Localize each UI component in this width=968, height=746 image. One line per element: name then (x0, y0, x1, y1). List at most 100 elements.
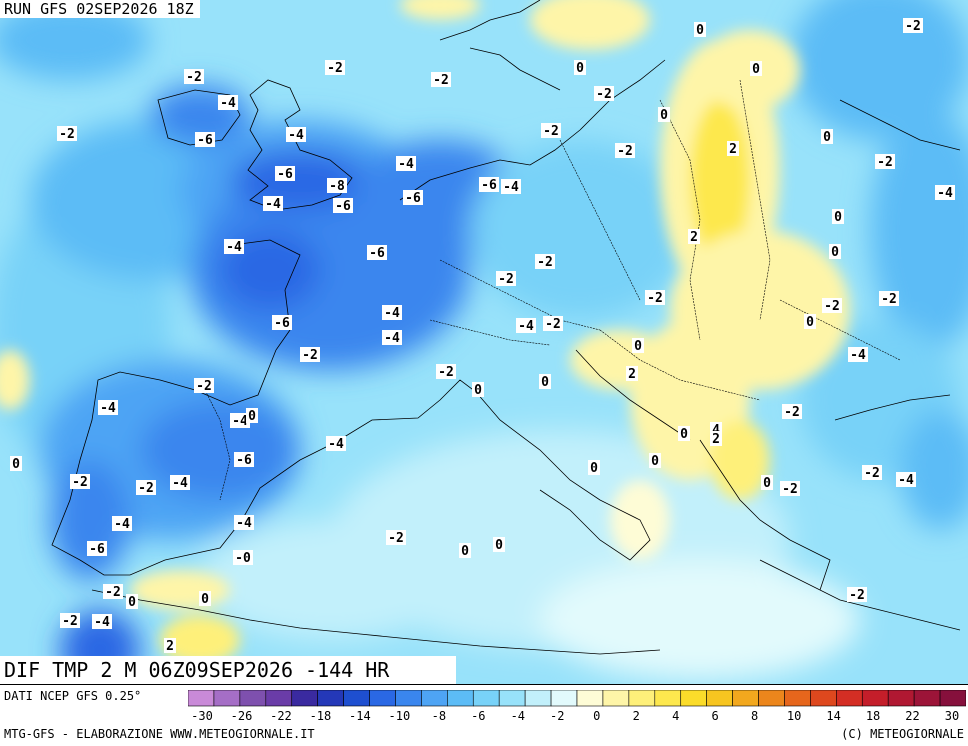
isotherm-label: -4 (232, 414, 248, 429)
isotherm-label-bg (688, 229, 700, 244)
isotherm-label-bg (234, 452, 254, 467)
isotherm-label: -2 (596, 87, 612, 102)
legend-swatch (213, 690, 241, 707)
isotherm-label: -6 (277, 167, 293, 182)
isotherm-label: -4 (898, 473, 914, 488)
legend-tick-label: 0 (593, 709, 600, 722)
legend-swatch (810, 690, 837, 707)
isotherm-label: 0 (495, 538, 503, 553)
isotherm-label-bg (539, 374, 551, 389)
isotherm-label: 0 (590, 461, 598, 476)
isotherm-label-bg (126, 594, 138, 609)
isotherm-label: -2 (433, 73, 449, 88)
isotherm-label: -2 (62, 614, 78, 629)
legend-tick-label: -8 (432, 709, 446, 722)
legend-tick-label: -14 (349, 709, 371, 722)
isotherm-label: -6 (335, 199, 351, 214)
isotherm-label: -6 (274, 316, 290, 331)
isotherm-label: -2 (877, 155, 893, 170)
isotherm-label-bg (750, 61, 762, 76)
isotherm-label-bg (535, 254, 555, 269)
isotherm-label: 2 (628, 367, 636, 382)
isotherm-label-bg (615, 143, 635, 158)
isotherm-label-bg (804, 314, 816, 329)
isotherm-label: 0 (248, 409, 256, 424)
isotherm-label-bg (875, 154, 895, 169)
isotherm-label: -4 (288, 128, 304, 143)
legend-tick-label: -22 (270, 709, 292, 722)
isotherm-label-bg (195, 132, 215, 147)
isotherm-label-bg (103, 584, 123, 599)
legend-swatch (576, 690, 604, 707)
isotherm-label-bg (678, 426, 690, 441)
isotherm-label: 0 (474, 383, 482, 398)
isotherm-label: -0 (235, 551, 251, 566)
isotherm-label: 0 (680, 427, 688, 442)
isotherm-label-bg (879, 291, 899, 306)
isotherm-labels: -2 -4 -6 -2 -2 -2 -4 -6 -8 -4 -6 -4 -6 -6 -4 -4 -6 -6 -4 -4… (10, 18, 955, 654)
isotherm-label-bg (382, 305, 402, 320)
isotherm-label: 0 (461, 544, 469, 559)
isotherm-label: 2 (690, 230, 698, 245)
isotherm-label-bg (649, 453, 661, 468)
isotherm-label: -2 (537, 255, 553, 270)
legend-tick-label: -18 (310, 709, 332, 722)
legend-swatch (317, 690, 344, 707)
isotherm-label-bg (224, 239, 244, 254)
legend-swatch (524, 690, 552, 707)
isotherm-label: -2 (186, 70, 202, 85)
legend-swatch (239, 690, 267, 707)
legend-tick-label: 6 (712, 709, 719, 722)
legend-swatch (758, 690, 785, 707)
legend-swatch (395, 690, 422, 707)
legend-swatch (447, 690, 474, 707)
legend-tick-label: 4 (672, 709, 679, 722)
legend-swatch (654, 690, 682, 707)
isotherm-label-bg (300, 347, 320, 362)
legend-tick-label: -26 (231, 709, 253, 722)
coastlines (51, 0, 961, 655)
isotherm-label-bg (57, 126, 77, 141)
isotherm-label-bg (92, 614, 112, 629)
isotherm-label-bg (98, 400, 118, 415)
isotherm-label-bg (626, 366, 638, 381)
anomaly-field (0, 0, 968, 684)
isotherm-label: 0 (831, 245, 839, 260)
legend-tick-label: -6 (471, 709, 485, 722)
legend-swatch (188, 690, 215, 707)
isotherm-label: 0 (763, 476, 771, 491)
isotherm-label-bg (70, 474, 90, 489)
isotherm-label-bg (761, 475, 773, 490)
isotherm-label: -4 (518, 319, 534, 334)
isotherm-label: -6 (369, 246, 385, 261)
isotherm-label: 0 (634, 339, 642, 354)
isotherm-label: -4 (226, 240, 242, 255)
isotherm-label: 0 (576, 61, 584, 76)
isotherm-label-bg (403, 190, 423, 205)
isotherm-label: 0 (660, 108, 668, 123)
isotherm-label-bg (782, 404, 802, 419)
isotherm-label: -2 (647, 291, 663, 306)
isotherm-label-bg (233, 550, 253, 565)
isotherm-label: -2 (545, 317, 561, 332)
isotherm-label-bg (935, 185, 955, 200)
legend-tick-label: 10 (787, 709, 801, 722)
isotherm-label-bg (199, 591, 211, 606)
isotherm-label-bg (780, 481, 800, 496)
borders (199, 79, 901, 501)
isotherm-label-bg (632, 338, 644, 353)
isotherm-label-bg (382, 330, 402, 345)
isotherm-label-bg (184, 69, 204, 84)
legend-swatch (887, 690, 915, 707)
isotherm-label: 0 (201, 592, 209, 607)
isotherm-label: -2 (438, 365, 454, 380)
isotherm-label: 0 (823, 130, 831, 145)
isotherm-label: 0 (696, 23, 704, 38)
isotherm-label: -4 (503, 180, 519, 195)
isotherm-label-bg (327, 178, 347, 193)
isotherm-label-bg (272, 315, 292, 330)
color-scale-legend: -30 -26 -22 -18 -14 -10 -8 -6 -4 -2 0 2 4 6 8 10 14 18 22 3… (188, 690, 966, 722)
isotherm-label: -2 (327, 61, 343, 76)
legend-swatch (421, 690, 448, 707)
isotherm-label-bg (367, 245, 387, 260)
